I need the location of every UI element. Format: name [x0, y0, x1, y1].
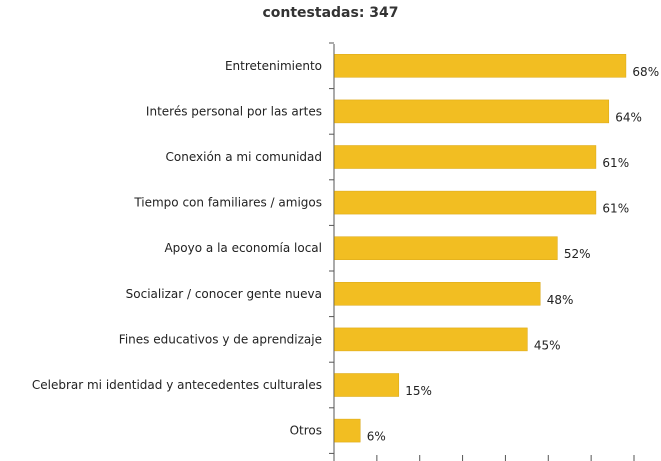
bar — [334, 418, 361, 443]
bar — [334, 236, 558, 260]
bar — [334, 190, 597, 215]
bar — [334, 99, 610, 124]
data-label: 52% — [564, 247, 591, 261]
data-label: 61% — [602, 202, 629, 216]
chart-title: contestadas: 347 — [262, 5, 399, 21]
bar — [334, 373, 400, 397]
category-label: Apoyo a la economía local — [164, 241, 322, 255]
category-label: Otros — [290, 424, 322, 438]
data-label: 64% — [615, 110, 642, 124]
category-label: Tiempo con familiares / amigos — [133, 196, 322, 210]
data-label: 48% — [547, 293, 574, 307]
category-label: Socializar / conocer gente nueva — [126, 287, 322, 301]
data-label: 68% — [632, 65, 659, 79]
data-label: 15% — [405, 384, 432, 398]
category-label: Fines educativos y de aprendizaje — [119, 332, 322, 346]
bar — [334, 145, 597, 169]
bar — [334, 327, 528, 352]
category-label: Celebrar mi identidad y antecedentes cul… — [32, 378, 322, 392]
data-label: 61% — [602, 156, 629, 170]
bar — [334, 54, 627, 78]
category-label: Conexión a mi comunidad — [166, 150, 322, 164]
data-label: 45% — [534, 338, 561, 352]
bar — [334, 282, 541, 306]
category-label: Entretenimiento — [225, 59, 322, 73]
category-label: Interés personal por las artes — [146, 104, 322, 118]
data-label: 6% — [367, 430, 386, 444]
